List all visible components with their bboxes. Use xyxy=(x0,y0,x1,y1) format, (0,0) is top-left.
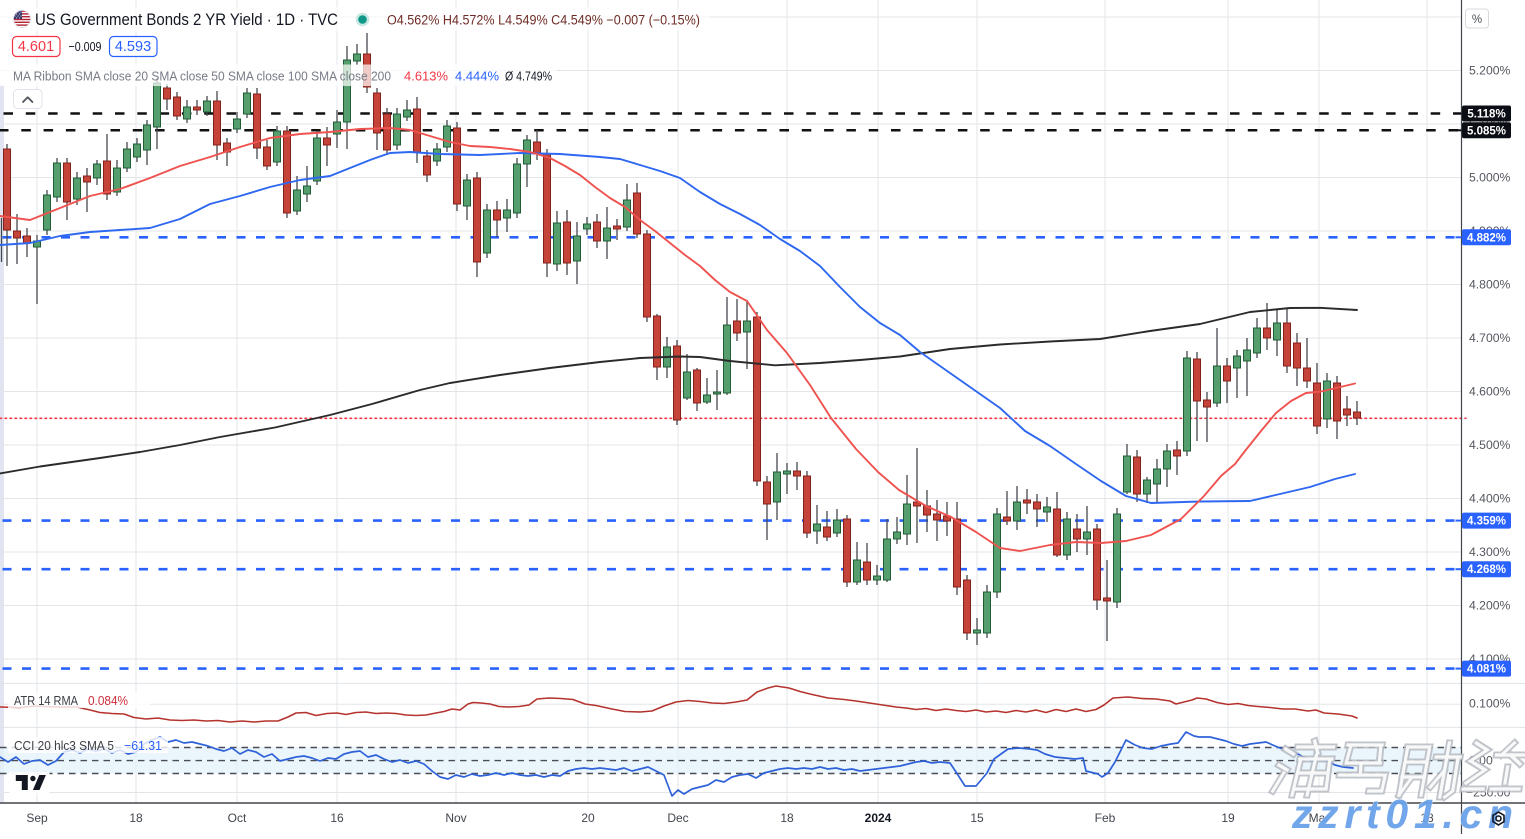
svg-text:18: 18 xyxy=(1420,811,1434,825)
svg-text:Mar: Mar xyxy=(1309,811,1330,825)
svg-text:0.100%: 0.100% xyxy=(1469,697,1510,711)
svg-text:Oct: Oct xyxy=(228,811,247,825)
svg-text:4.081%: 4.081% xyxy=(1467,664,1506,676)
svg-text:4.593: 4.593 xyxy=(115,39,151,55)
svg-text:US Government Bonds 2 YR Yield: US Government Bonds 2 YR Yield · 1D · TV… xyxy=(35,11,338,29)
svg-text:MA Ribbon SMA close 20 SMA clo: MA Ribbon SMA close 20 SMA close 50 SMA … xyxy=(13,69,391,84)
svg-text:Dec: Dec xyxy=(667,811,688,825)
svg-text:16: 16 xyxy=(330,811,344,825)
svg-text:4.700%: 4.700% xyxy=(1469,331,1510,345)
svg-text:−0.009: −0.009 xyxy=(69,39,102,54)
svg-text:4.200%: 4.200% xyxy=(1469,599,1510,613)
svg-text:20: 20 xyxy=(581,811,595,825)
svg-text:CCI 20 hlc3 SMA 5: CCI 20 hlc3 SMA 5 xyxy=(14,738,114,753)
svg-text:ATR 14 RMA: ATR 14 RMA xyxy=(14,693,78,708)
svg-text:zzrt01.cn: zzrt01.cn xyxy=(1291,791,1513,834)
svg-text:4.400%: 4.400% xyxy=(1469,492,1510,506)
svg-text:5.118%: 5.118% xyxy=(1467,109,1505,121)
svg-text:18: 18 xyxy=(129,811,143,825)
svg-text:0.084%: 0.084% xyxy=(88,693,128,708)
svg-text:4.444%: 4.444% xyxy=(455,69,499,84)
svg-text:4.600%: 4.600% xyxy=(1469,385,1510,399)
svg-text:Ø 4.749%: Ø 4.749% xyxy=(505,69,552,84)
svg-text:5.200%: 5.200% xyxy=(1469,64,1510,78)
svg-text:Nov: Nov xyxy=(445,811,466,825)
svg-text:4.359%: 4.359% xyxy=(1467,516,1506,528)
svg-text:Sep: Sep xyxy=(26,811,48,825)
svg-text:4.268%: 4.268% xyxy=(1467,564,1506,576)
svg-text:4.300%: 4.300% xyxy=(1469,545,1510,559)
svg-text:5.085%: 5.085% xyxy=(1467,125,1506,137)
svg-text:19: 19 xyxy=(1221,811,1235,825)
svg-text:15: 15 xyxy=(970,811,984,825)
svg-text:−61.31: −61.31 xyxy=(124,738,162,753)
svg-text:2024: 2024 xyxy=(865,811,892,825)
svg-text:4.500%: 4.500% xyxy=(1469,438,1510,452)
svg-text:18: 18 xyxy=(780,811,794,825)
svg-text:Feb: Feb xyxy=(1095,811,1116,825)
svg-text:4.800%: 4.800% xyxy=(1469,278,1510,292)
svg-text:4.613%: 4.613% xyxy=(404,69,448,84)
svg-text:%: % xyxy=(1472,14,1482,26)
svg-text:O4.562% H4.572% L4.549% C4.549: O4.562% H4.572% L4.549% C4.549% −0.007 (… xyxy=(387,13,700,28)
svg-text:5.000%: 5.000% xyxy=(1469,171,1510,185)
svg-text:4.882%: 4.882% xyxy=(1467,232,1506,244)
svg-text:4.601: 4.601 xyxy=(18,39,54,55)
